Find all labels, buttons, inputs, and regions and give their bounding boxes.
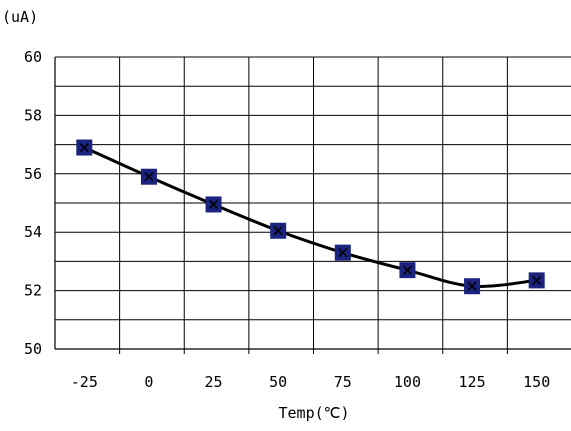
- x-tick-label: 100: [394, 373, 421, 391]
- marker-cross: [273, 226, 283, 236]
- marker-cross: [144, 172, 154, 182]
- x-axis-label: Temp(℃): [278, 404, 349, 422]
- y-tick-label: 50: [24, 340, 42, 358]
- marker-cross: [467, 281, 477, 291]
- y-tick-label: 52: [24, 282, 42, 300]
- x-tick-label: 25: [205, 373, 223, 391]
- data-point: [399, 262, 416, 279]
- x-tick-label: 0: [144, 373, 153, 391]
- y-axis-label: (uA): [2, 8, 38, 26]
- y-tick-label: 54: [24, 223, 42, 241]
- x-tick-label: -25: [71, 373, 98, 391]
- x-tick-label: 75: [334, 373, 352, 391]
- y-tick-label: 56: [24, 165, 42, 183]
- x-tick-label: 125: [459, 373, 486, 391]
- x-tick-label: 150: [523, 373, 550, 391]
- marker-cross: [402, 265, 413, 275]
- y-tick-labels: 50 52 54 56 58 60: [24, 48, 42, 358]
- grid: [55, 56, 571, 349]
- series-line: [83, 146, 537, 288]
- data-point: [528, 272, 545, 289]
- data-point: [270, 222, 287, 239]
- y-tick-label: 58: [24, 106, 42, 124]
- x-tick-labels: -25 0 25 50 75 100 125 150: [71, 373, 550, 391]
- marker-cross: [532, 275, 542, 285]
- y-tick-label: 60: [24, 48, 42, 66]
- data-point: [205, 196, 222, 213]
- data-point: [464, 278, 481, 295]
- series: [76, 139, 545, 295]
- data-point: [76, 139, 93, 156]
- data-point: [140, 168, 157, 185]
- data-point: [334, 244, 351, 261]
- marker-cross: [338, 248, 348, 258]
- marker-cross: [208, 199, 219, 210]
- axes: [54, 57, 571, 354]
- marker-cross: [79, 142, 89, 153]
- x-tick-label: 50: [269, 373, 287, 391]
